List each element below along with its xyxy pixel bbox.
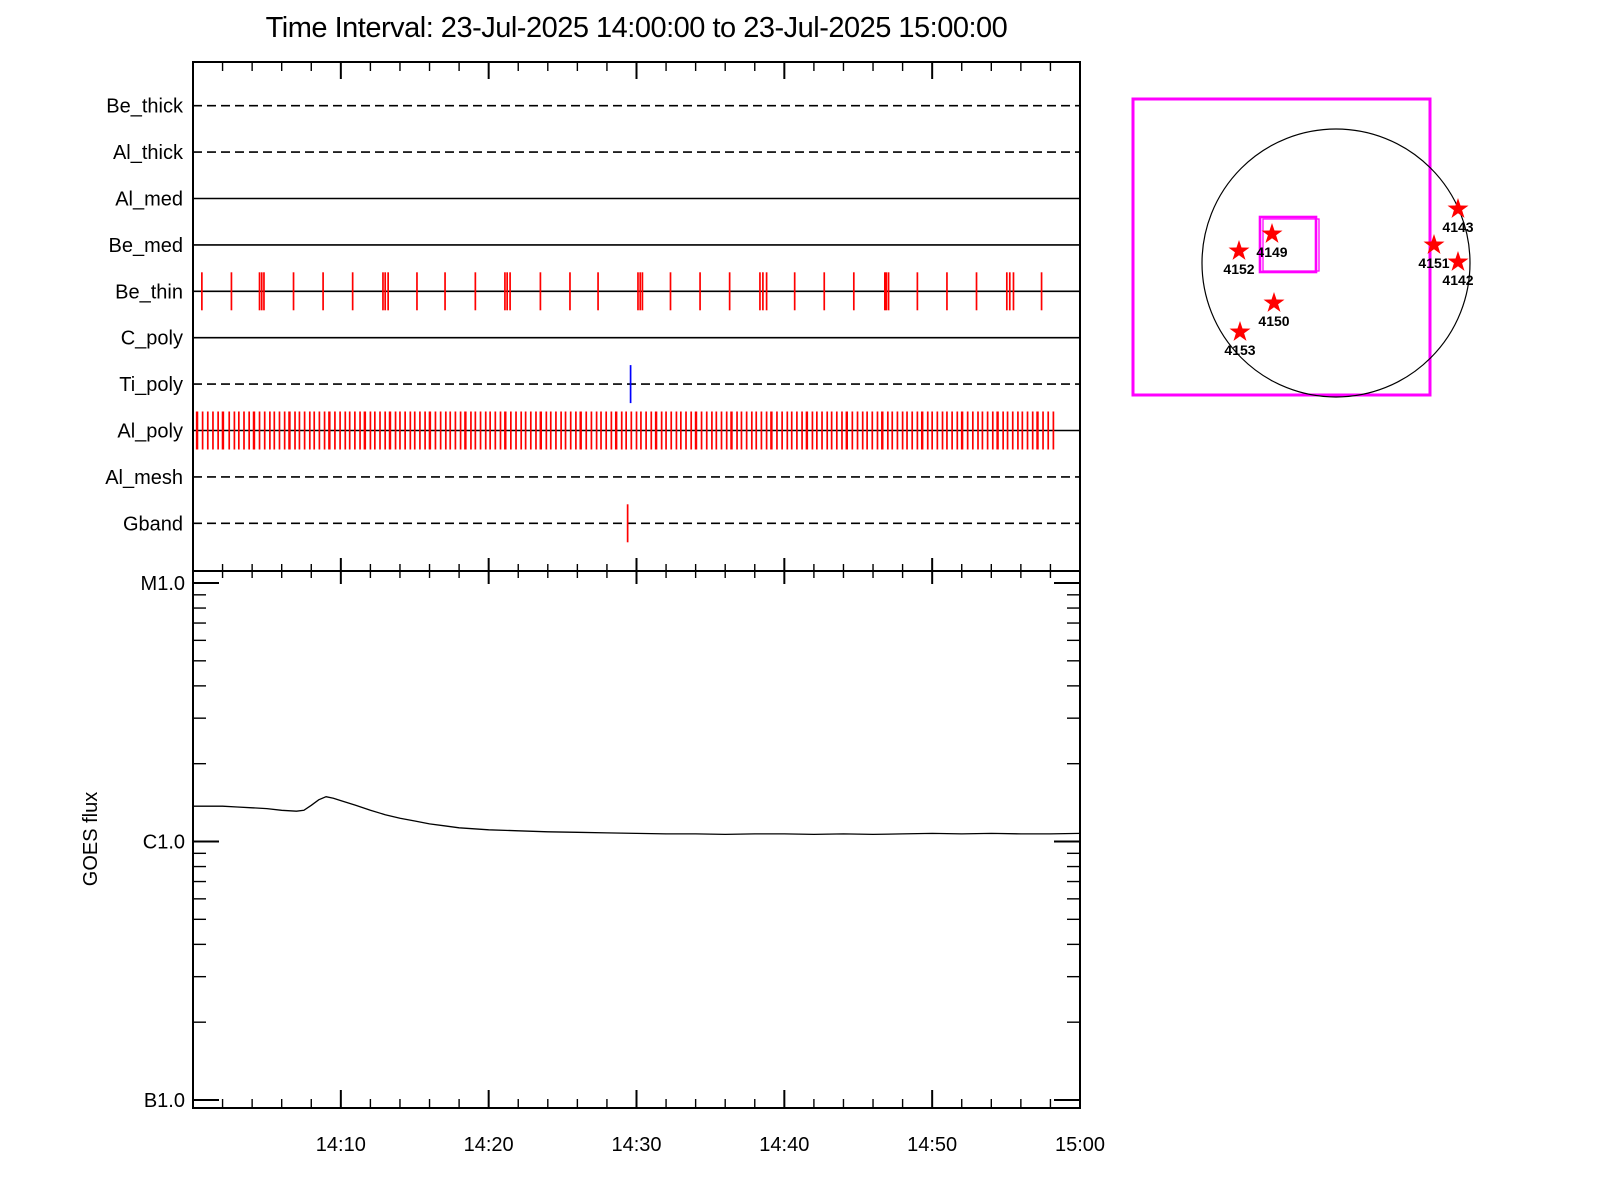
goes-x-label: 14:30 (611, 1134, 661, 1156)
timeline-row-Al_mesh: Al_mesh (105, 467, 1080, 489)
row-label: Be_thick (106, 96, 184, 118)
active-region-label-4150: 4150 (1258, 313, 1289, 329)
timeline-row-Be_thin: Be_thin (115, 272, 1080, 311)
active-region-star-4143 (1447, 198, 1469, 218)
row-label: Al_mesh (105, 467, 183, 489)
active-region-label-4151: 4151 (1418, 255, 1449, 271)
active-region-label-4153: 4153 (1224, 342, 1255, 358)
row-label: Be_thin (115, 281, 183, 303)
active-region-star-4142 (1447, 251, 1469, 271)
timeline-row-Gband: Gband (123, 504, 1080, 543)
active-region-label-4142: 4142 (1442, 272, 1473, 288)
row-label: C_poly (121, 328, 183, 350)
inner-fov-box-2 (1262, 218, 1320, 272)
active-region-star-4153 (1229, 321, 1251, 341)
active-region-label-4152: 4152 (1223, 261, 1254, 277)
goes-x-label: 15:00 (1055, 1134, 1105, 1156)
active-region-star-4152 (1228, 240, 1250, 260)
row-label: Gband (123, 513, 183, 535)
timeline-frame (192, 61, 1081, 572)
active-region-star-4150 (1263, 292, 1285, 312)
solar-limb-circle (1201, 128, 1471, 398)
goes-flux-curve (193, 796, 1081, 836)
timeline-row-Ti_poly: Ti_poly (119, 365, 1080, 404)
active-region-label-4149: 4149 (1256, 244, 1287, 260)
active-region-star-4149 (1261, 223, 1283, 243)
timeline-row-Be_thick: Be_thick (106, 96, 1080, 118)
goes-x-label: 14:10 (316, 1134, 366, 1156)
goes-y-label: C1.0 (143, 832, 185, 854)
timeline-row-Be_med: Be_med (109, 235, 1080, 257)
inner-fov-box (1258, 215, 1318, 274)
active-region-label-4143: 4143 (1442, 219, 1473, 235)
row-label: Be_med (109, 235, 184, 257)
goes-y-label: M1.0 (141, 573, 185, 595)
goes-x-label: 14:40 (759, 1134, 809, 1156)
goes-y-label: B1.0 (144, 1090, 185, 1112)
timeline-row-Al_med: Al_med (115, 189, 1080, 211)
goes-x-label: 14:20 (464, 1134, 514, 1156)
page-title: Time Interval: 23-Jul-2025 14:00:00 to 2… (265, 12, 1008, 44)
goes-x-label: 14:50 (907, 1134, 957, 1156)
active-region-star-4151 (1423, 234, 1445, 254)
goes-flux-panel: M1.0 C1.0 B1.0 14:10 14:20 14:30 14:40 14:50 15:… (80, 570, 1105, 1156)
row-label: Al_poly (117, 421, 183, 443)
goes-ylabel: GOES flux (80, 792, 102, 886)
timeline-row-Al_thick: Al_thick (113, 142, 1080, 164)
xrt-exposure-timeline-panel: Be_thick Al_thick Al_med Be_med Be_thin C_pol… (105, 61, 1081, 584)
goes-frame (192, 570, 1081, 1109)
timeline-row-C_poly: C_poly (121, 328, 1080, 350)
timeline-row-Al_poly: Al_poly (117, 411, 1080, 450)
row-label: Al_thick (113, 142, 184, 164)
row-label: Ti_poly (119, 374, 183, 396)
row-label: Al_med (115, 189, 183, 211)
